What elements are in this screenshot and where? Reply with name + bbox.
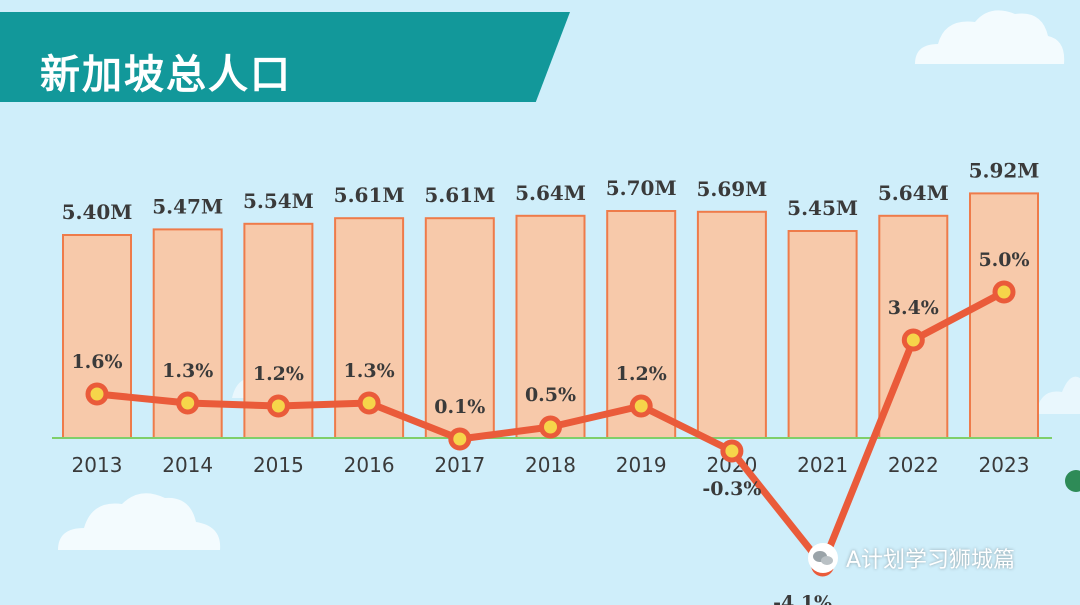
bar-2018	[515, 214, 586, 439]
cloud-mid-right	[1036, 376, 1080, 414]
x-tick-2013: 2013	[72, 453, 123, 477]
growth-point-2022	[901, 328, 925, 352]
growth-label-2014: 1.3%	[162, 360, 213, 382]
growth-label-2023: 5.0%	[978, 249, 1029, 271]
side-dot-decoration	[1065, 470, 1080, 492]
bar-label-2023: 5.92M	[969, 158, 1040, 182]
growth-value-labels: 1.6% 1.3% 1.2% 1.3% 0.1% 0.5% 1.2% -0.3% -4.1% 3.…	[71, 249, 1029, 605]
watermark-text: A计划学习狮城篇	[846, 548, 1016, 573]
x-tick-2015: 2015	[253, 453, 304, 477]
bar-2023	[969, 192, 1039, 439]
growth-point-2017	[448, 427, 472, 451]
bar-label-2014: 5.47M	[152, 194, 223, 218]
bar-2020	[696, 210, 767, 439]
bar-label-2022: 5.64M	[878, 181, 949, 205]
bar-label-2017: 5.61M	[424, 183, 495, 207]
growth-label-2015: 1.2%	[253, 363, 304, 385]
growth-point-2013	[85, 382, 109, 406]
growth-label-2019: 1.2%	[616, 363, 667, 385]
x-tick-2017: 2017	[434, 453, 485, 477]
bar-value-labels: 5.40M 5.47M 5.54M 5.61M 5.61M 5.64M 5.70M 5.69M…	[62, 158, 1040, 224]
bar-label-2019: 5.70M	[606, 176, 677, 200]
growth-point-2014	[176, 391, 200, 415]
bar-label-2021: 5.45M	[787, 196, 858, 220]
page-title: 新加坡总人口	[40, 52, 292, 98]
growth-label-2018: 0.5%	[525, 384, 576, 406]
bar-2017	[424, 217, 495, 439]
x-tick-2023: 2023	[979, 453, 1030, 477]
bar-label-2020: 5.69M	[696, 177, 767, 201]
growth-label-2013: 1.6%	[71, 351, 122, 373]
growth-label-2022: 3.4%	[888, 297, 939, 319]
bar-2021	[787, 230, 858, 439]
growth-point-2019	[629, 394, 653, 418]
bar-label-2013: 5.40M	[62, 200, 133, 224]
watermark: A计划学习狮城篇	[808, 540, 1015, 576]
growth-label-2021: -4.1%	[773, 592, 832, 605]
growth-point-2020	[720, 439, 744, 463]
growth-point-2015	[266, 394, 290, 418]
cloud-bottom-left	[58, 493, 221, 550]
growth-point-2023	[992, 280, 1016, 304]
background-clouds	[58, 10, 1080, 550]
growth-label-2020: -0.3%	[702, 478, 761, 500]
bar-label-2015: 5.54M	[243, 189, 314, 213]
growth-label-2017: 0.1%	[434, 396, 485, 418]
cloud-top-right	[915, 10, 1065, 64]
x-tick-2014: 2014	[162, 453, 213, 477]
x-tick-2021: 2021	[797, 453, 848, 477]
x-tick-2016: 2016	[344, 453, 395, 477]
bar-label-2016: 5.61M	[334, 183, 405, 207]
bar-label-2018: 5.64M	[515, 181, 586, 205]
growth-line-layer	[85, 280, 1016, 577]
wechat-icon	[808, 543, 838, 573]
bar-2013	[62, 234, 132, 439]
x-tick-2019: 2019	[616, 453, 667, 477]
growth-point-2018	[539, 415, 562, 439]
x-axis-tick-labels: 2013 2014 2015 2016 2017 2018 2019 2020 2021 2022…	[72, 453, 1030, 477]
title-banner: 新加坡总人口	[0, 12, 570, 102]
growth-label-2016: 1.3%	[344, 360, 395, 382]
x-tick-2018: 2018	[525, 453, 576, 477]
x-tick-2022: 2022	[888, 453, 939, 477]
growth-point-2016	[357, 391, 381, 415]
